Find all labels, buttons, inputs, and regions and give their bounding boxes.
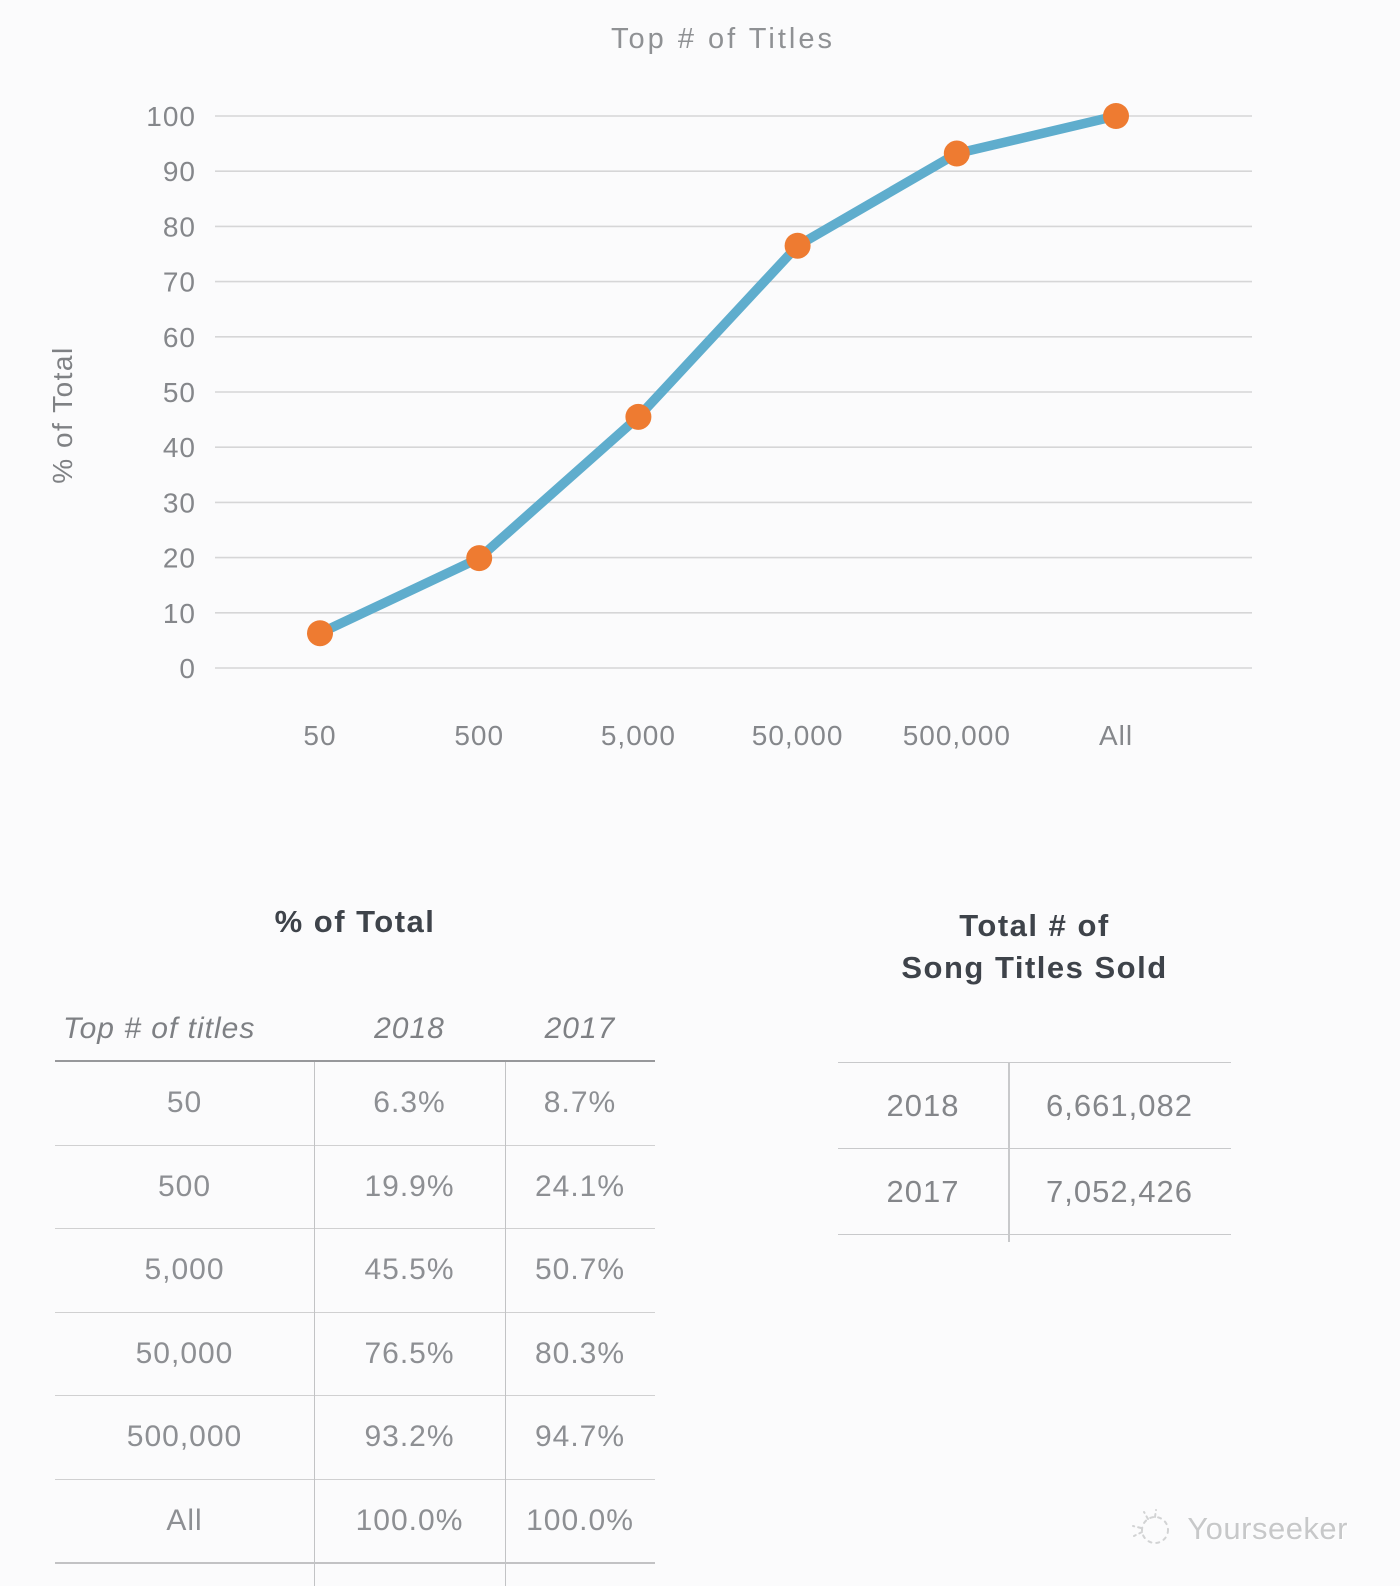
y-axis-tick-label: 70 [163, 267, 196, 298]
table-row: 500 19.9% 24.1% [55, 1146, 655, 1229]
y-axis-tick-label: 80 [163, 211, 196, 242]
x-axis-tick-label: 5,000 [601, 720, 676, 751]
table-cell: 45.5% [364, 1253, 455, 1287]
x-axis-tick-label: All [1099, 720, 1133, 751]
table-cell: 100.0% [526, 1503, 634, 1537]
column-divider [1008, 1063, 1010, 1242]
table-row: 2017 7,052,426 [838, 1148, 1231, 1234]
table-row: 500,000 93.2% 94.7% [55, 1396, 655, 1480]
table-row: All 100.0% 100.0% [55, 1480, 655, 1564]
trend-line [315, 111, 1121, 638]
y-axis-tick-label: 60 [163, 322, 196, 353]
data-point-marker [1103, 103, 1129, 129]
table-cell: 5,000 [144, 1253, 225, 1287]
table-cell: 6,661,082 [1046, 1087, 1193, 1123]
table-cell: 93.2% [364, 1420, 455, 1454]
table-cell: All [166, 1503, 203, 1537]
table-row: 5,000 45.5% 50.7% [55, 1229, 655, 1313]
table-row: 50,000 76.5% 80.3% [55, 1313, 655, 1396]
column-header-2017: 2017 [544, 1012, 616, 1045]
y-axis-tick-label: 10 [163, 598, 196, 629]
chart-title: Top # of Titles [611, 23, 835, 55]
y-axis-tick-label: 100 [146, 101, 196, 132]
y-axis-tick-label: 40 [163, 432, 196, 463]
data-point-marker [784, 232, 811, 259]
table-cell: 100.0% [355, 1503, 464, 1537]
table-title-line1: Total # of [959, 908, 1110, 943]
table-cell: 24.1% [534, 1169, 626, 1203]
table-cell: 2017 [886, 1173, 960, 1209]
x-axis-tick-label: 50,000 [752, 720, 844, 751]
table-cell: 50.7% [534, 1253, 626, 1287]
watermark: Yourseeker [1128, 1504, 1348, 1554]
data-point-marker [466, 545, 493, 572]
table-cell: 50,000 [135, 1336, 234, 1370]
x-axis-tick-label: 500 [454, 720, 504, 751]
table-body: 2018 6,661,082 2017 7,052,426 [838, 1062, 1231, 1242]
data-point-marker [307, 620, 333, 647]
y-axis-tick-label: 20 [163, 543, 196, 574]
column-divider [313, 1062, 315, 1586]
y-axis-tick-label: 30 [163, 487, 196, 518]
table-row: 2018 6,661,082 [838, 1063, 1231, 1148]
table-title-line2: Song Titles Sold [901, 950, 1168, 985]
line-chart: Top # of Titles % of Total 0 10 20 30 40 50 60… [47, 23, 1252, 751]
table-title: Total # of Song Titles Sold [838, 905, 1231, 989]
column-header-top-titles: Top # of titles [63, 1012, 256, 1045]
percent-of-total-table: % of Total Top # of titles 2018 2017 50 6… [55, 902, 655, 1586]
y-axis-tick-label: 0 [179, 653, 196, 684]
table-cell: 2018 [886, 1087, 960, 1123]
table-header-row: Top # of titles 2018 2017 [55, 1012, 655, 1062]
y-axis-title: % of Total [47, 346, 78, 483]
table-cell: 500 [157, 1169, 212, 1203]
table-cell: 7,052,426 [1046, 1173, 1193, 1209]
table-body: 50 6.3% 8.7% 500 19.9% 24.1% 5,000 45.5% 50.7% 50… [55, 1062, 655, 1586]
table-cell: 6.3% [373, 1086, 446, 1120]
table-cell: 500,000 [126, 1420, 243, 1454]
table-cell: 94.7% [534, 1420, 626, 1454]
x-axis-tick-label: 50 [303, 720, 336, 751]
table-cell: 80.3% [534, 1336, 626, 1370]
table-cell: 8.7% [543, 1086, 617, 1120]
y-axis-tick-label: 90 [163, 156, 196, 187]
watermark-label: Yourseeker [1187, 1511, 1348, 1546]
y-axis-tick-label: 50 [163, 377, 196, 408]
table-row: 50 6.3% 8.7% [55, 1062, 655, 1146]
song-titles-sold-table: Total # of Song Titles Sold 2018 6,661,08… [838, 905, 1231, 1242]
table-cell: 19.9% [364, 1169, 455, 1203]
table-cell: 76.5% [364, 1336, 455, 1370]
column-header-2018: 2018 [374, 1012, 445, 1045]
x-axis-tick-label: 500,000 [903, 720, 1011, 751]
column-divider [504, 1062, 506, 1586]
data-point-marker [625, 403, 652, 430]
plot-area: 0 10 20 30 40 50 60 70 80 90 100 50 500 5,000 50,000 50… [146, 101, 1252, 751]
yourseeker-logo-icon [1132, 1509, 1170, 1544]
data-point-marker [943, 140, 970, 167]
table-title: % of Total [274, 904, 436, 939]
table-cell: 50 [166, 1086, 203, 1120]
